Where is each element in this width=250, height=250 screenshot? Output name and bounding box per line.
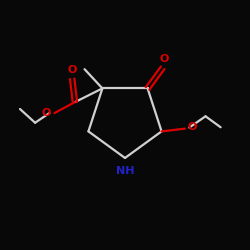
Text: NH: NH (116, 166, 134, 176)
Text: O: O (160, 54, 169, 64)
Text: O: O (68, 65, 77, 75)
Text: O: O (42, 108, 51, 118)
Text: O: O (188, 122, 197, 132)
